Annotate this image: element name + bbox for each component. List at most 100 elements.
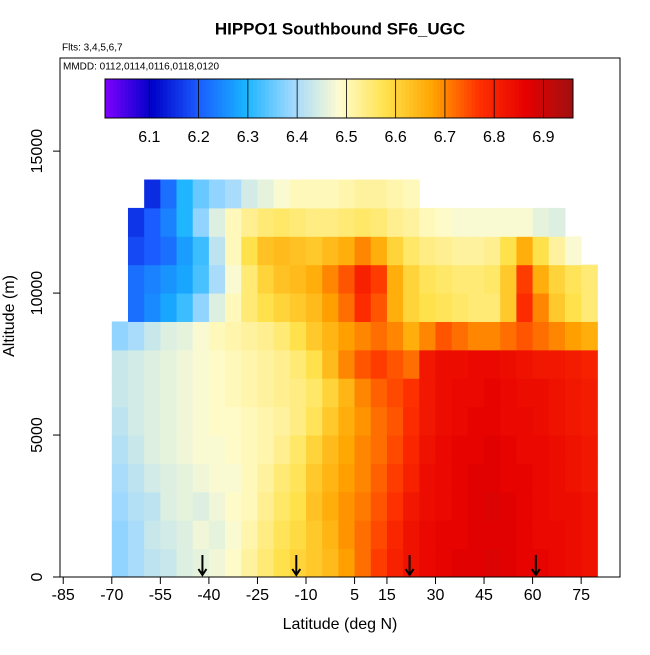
- colorbar-segment: [218, 79, 223, 118]
- heatmap-cell: [548, 520, 566, 550]
- colorbar-segment: [475, 79, 480, 118]
- arrow-head: [291, 568, 302, 577]
- heatmap-cell: [403, 321, 420, 351]
- heatmap-cell: [241, 207, 258, 237]
- colorbar-segment: [487, 79, 492, 118]
- heatmap-cell: [338, 435, 356, 464]
- heatmap-cell: [419, 548, 436, 578]
- heatmap-cell: [419, 406, 436, 436]
- heatmap-cell: [419, 264, 436, 294]
- colorbar-segment: [112, 79, 118, 118]
- colorbar-tick-label: 6.1: [138, 129, 160, 146]
- heatmap-cell: [273, 463, 291, 493]
- heatmap-cell: [241, 179, 258, 209]
- heatmap-cell: [564, 321, 582, 351]
- heatmap-cell: [208, 406, 226, 436]
- heatmap-cell: [451, 463, 469, 493]
- heatmap-cell: [322, 378, 339, 408]
- heatmap-cell: [273, 548, 291, 578]
- colorbar-segment: [105, 79, 110, 118]
- heatmap-cell: [467, 293, 485, 322]
- colorbar-segment: [381, 79, 387, 118]
- heatmap-cell: [160, 378, 178, 408]
- heatmap-cell: [322, 491, 339, 521]
- heatmap-cell: [257, 491, 275, 521]
- heatmap-cell: [111, 378, 129, 408]
- colorbar-segment: [124, 79, 129, 118]
- colorbar-segment: [339, 79, 344, 118]
- heatmap-cell: [354, 293, 372, 322]
- y-tick-label: 15000: [29, 129, 46, 174]
- heatmap-cell: [419, 321, 436, 351]
- x-tick-label: -85: [52, 587, 75, 604]
- heatmap-cell: [403, 264, 420, 294]
- heatmap-cell: [208, 293, 226, 322]
- heatmap-cell: [516, 463, 534, 493]
- heatmap-cell: [386, 349, 404, 379]
- heatmap-cell: [306, 293, 323, 322]
- heatmap-cell: [386, 264, 404, 294]
- heatmap-cell: [403, 179, 420, 209]
- heatmap-cell: [500, 321, 517, 351]
- heatmap-cell: [419, 236, 436, 266]
- colorbar-segment: [249, 79, 254, 118]
- heatmap-cell: [435, 520, 453, 550]
- heatmap-cell: [338, 548, 356, 578]
- heatmap-cell: [160, 406, 178, 436]
- heatmap-cell: [257, 435, 275, 464]
- colorbar-segment: [210, 79, 215, 118]
- colorbar-segment: [370, 79, 375, 118]
- heatmap-cell: [176, 406, 194, 436]
- heatmap-cell: [403, 463, 420, 493]
- heatmap-cell: [548, 435, 566, 464]
- heatmap-cell: [289, 463, 307, 493]
- heatmap-cell: [435, 207, 453, 237]
- heatmap-cell: [289, 406, 307, 436]
- subtitle: Flts: 3,4,5,6,7: [62, 43, 123, 54]
- heatmap-cell: [111, 491, 129, 521]
- colorbar-segment: [358, 79, 363, 118]
- heatmap-cell: [192, 349, 210, 379]
- heatmap-cell: [241, 435, 258, 464]
- colorbar-segment: [397, 79, 402, 118]
- heatmap-cell: [386, 321, 404, 351]
- heatmap-cell: [338, 207, 356, 237]
- heatmap-cell: [564, 293, 582, 322]
- heatmap-cell: [435, 293, 453, 322]
- heatmap-cell: [516, 236, 534, 266]
- colorbar-segment: [366, 79, 371, 118]
- heatmap-cell: [176, 378, 194, 408]
- heatmap-cell: [532, 435, 550, 464]
- heatmap-cell: [532, 491, 550, 521]
- heatmap-cell: [322, 321, 339, 351]
- heatmap-cell: [192, 321, 210, 351]
- heatmap-cell: [516, 321, 534, 351]
- arrow: [291, 555, 302, 577]
- colorbar-segment: [296, 79, 301, 118]
- colorbar-segment: [530, 79, 535, 118]
- heatmap-cell: [208, 435, 226, 464]
- heatmap-cell: [192, 236, 210, 266]
- heatmap-cell: [289, 321, 307, 351]
- heatmap-cell: [144, 321, 161, 351]
- heatmap-cell: [225, 179, 242, 209]
- colorbar-segment: [335, 79, 340, 118]
- colorbar-segment: [354, 79, 359, 118]
- heatmap-cell: [192, 463, 210, 493]
- heatmap-cell: [176, 491, 194, 521]
- heatmap-cell: [322, 349, 339, 379]
- heatmap-cell: [435, 264, 453, 294]
- heatmap-cell: [306, 179, 323, 209]
- heatmap-cell: [435, 435, 453, 464]
- heatmap-cell: [370, 520, 388, 550]
- heatmap-cell: [257, 207, 275, 237]
- heatmap-cell: [144, 463, 161, 493]
- heatmap-cell: [176, 321, 194, 351]
- heatmap-cell: [192, 520, 210, 550]
- heatmap-cell: [273, 236, 291, 266]
- heatmap-cell: [322, 520, 339, 550]
- heatmap-cell: [192, 435, 210, 464]
- heatmap-cell: [354, 463, 372, 493]
- colorbar-tick-label: 6.8: [483, 129, 505, 146]
- colorbar-segment: [522, 79, 527, 118]
